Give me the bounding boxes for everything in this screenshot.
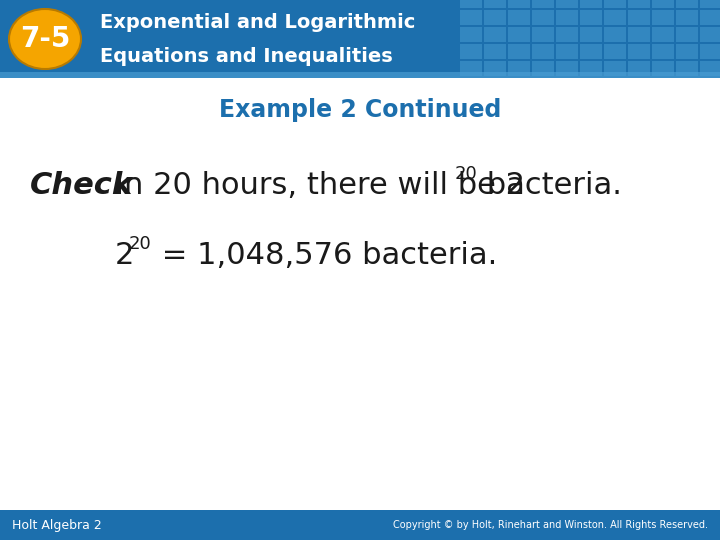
FancyBboxPatch shape [652,10,674,25]
FancyBboxPatch shape [484,0,506,8]
FancyBboxPatch shape [508,27,530,42]
FancyBboxPatch shape [580,44,602,59]
FancyBboxPatch shape [676,61,698,76]
FancyBboxPatch shape [460,61,482,76]
FancyBboxPatch shape [652,44,674,59]
Text: Equations and Inequalities: Equations and Inequalities [100,46,392,65]
FancyBboxPatch shape [532,61,554,76]
FancyBboxPatch shape [628,44,650,59]
FancyBboxPatch shape [484,10,506,25]
FancyBboxPatch shape [460,0,482,8]
FancyBboxPatch shape [604,44,626,59]
FancyBboxPatch shape [628,10,650,25]
FancyBboxPatch shape [700,10,720,25]
FancyBboxPatch shape [580,0,602,8]
Text: = 1,048,576 bacteria.: = 1,048,576 bacteria. [152,241,498,271]
FancyBboxPatch shape [676,10,698,25]
FancyBboxPatch shape [0,72,720,78]
Text: In 20 hours, there will be 2: In 20 hours, there will be 2 [115,172,525,200]
Text: Example 2 Continued: Example 2 Continued [219,98,501,122]
FancyBboxPatch shape [604,0,626,8]
FancyBboxPatch shape [556,44,578,59]
FancyBboxPatch shape [508,44,530,59]
FancyBboxPatch shape [676,44,698,59]
Text: Holt Algebra 2: Holt Algebra 2 [12,518,102,531]
FancyBboxPatch shape [508,0,530,8]
FancyBboxPatch shape [556,10,578,25]
FancyBboxPatch shape [0,0,720,78]
FancyBboxPatch shape [484,44,506,59]
FancyBboxPatch shape [0,510,720,540]
FancyBboxPatch shape [628,0,650,8]
FancyBboxPatch shape [460,27,482,42]
FancyBboxPatch shape [628,27,650,42]
FancyBboxPatch shape [580,61,602,76]
FancyBboxPatch shape [676,0,698,8]
FancyBboxPatch shape [580,10,602,25]
FancyBboxPatch shape [484,61,506,76]
FancyBboxPatch shape [676,27,698,42]
Text: 2: 2 [115,241,135,271]
FancyBboxPatch shape [652,27,674,42]
FancyBboxPatch shape [460,44,482,59]
FancyBboxPatch shape [532,27,554,42]
FancyBboxPatch shape [556,27,578,42]
FancyBboxPatch shape [532,0,554,8]
Text: Copyright © by Holt, Rinehart and Winston. All Rights Reserved.: Copyright © by Holt, Rinehart and Winsto… [393,520,708,530]
FancyBboxPatch shape [508,61,530,76]
FancyBboxPatch shape [556,0,578,8]
FancyBboxPatch shape [580,27,602,42]
FancyBboxPatch shape [652,61,674,76]
FancyBboxPatch shape [700,27,720,42]
Text: 20: 20 [455,165,478,183]
FancyBboxPatch shape [532,44,554,59]
FancyBboxPatch shape [556,61,578,76]
FancyBboxPatch shape [652,0,674,8]
FancyBboxPatch shape [460,10,482,25]
Text: bacteria.: bacteria. [477,172,622,200]
Ellipse shape [9,9,81,69]
Text: Check: Check [30,172,133,200]
FancyBboxPatch shape [700,44,720,59]
FancyBboxPatch shape [604,61,626,76]
Text: Exponential and Logarithmic: Exponential and Logarithmic [100,12,415,31]
FancyBboxPatch shape [700,61,720,76]
FancyBboxPatch shape [628,61,650,76]
FancyBboxPatch shape [604,27,626,42]
Text: 7-5: 7-5 [20,25,70,53]
Text: 20: 20 [129,235,152,253]
FancyBboxPatch shape [484,27,506,42]
FancyBboxPatch shape [604,10,626,25]
FancyBboxPatch shape [532,10,554,25]
FancyBboxPatch shape [700,0,720,8]
FancyBboxPatch shape [508,10,530,25]
